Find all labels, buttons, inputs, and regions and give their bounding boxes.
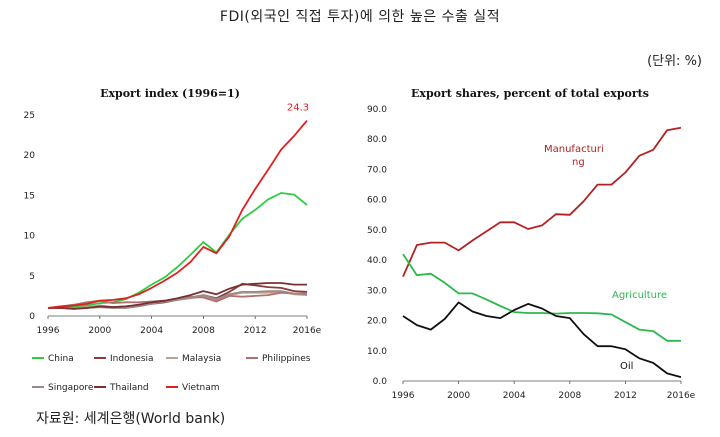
y-tick-label: 0.0 bbox=[373, 377, 388, 387]
series-label-manufacturing: ng bbox=[572, 157, 585, 168]
x-tick-label: 2012 bbox=[614, 391, 637, 401]
y-tick-label: 70.0 bbox=[367, 165, 387, 175]
y-tick-label: 5 bbox=[29, 272, 35, 282]
series-label-manufacturing: Manufacturi bbox=[544, 144, 604, 155]
left-chart-axes: 0 5 10 15 20 25 1996 2000 2004 2008 2012 2016e bbox=[24, 111, 322, 336]
y-tick-label: 10.0 bbox=[367, 347, 387, 357]
x-tick-label: 2016e bbox=[667, 391, 696, 401]
series-label-agriculture: Agriculture bbox=[612, 290, 667, 301]
left-chart-legend: China Indonesia Malaysia Philippines Singapo… bbox=[32, 354, 311, 393]
series-line-vietnam bbox=[47, 120, 308, 309]
x-tick-label: 1996 bbox=[37, 326, 60, 336]
left-chart-series: 24.3 bbox=[47, 103, 309, 310]
y-tick-label: 60.0 bbox=[367, 196, 387, 206]
series-line-thailand bbox=[48, 282, 307, 310]
y-tick-label: 15 bbox=[24, 191, 35, 201]
right-chart-title: Export shares, percent of total exports bbox=[411, 87, 649, 100]
y-tick-label: 80.0 bbox=[367, 135, 387, 145]
y-tick-label: 50.0 bbox=[367, 226, 387, 236]
value-annotation: 24.3 bbox=[287, 103, 309, 114]
legend-label-thailand: Thailand bbox=[109, 383, 149, 393]
series-line-oil bbox=[402, 301, 682, 378]
x-tick-label: 2008 bbox=[558, 391, 581, 401]
y-tick-label: 0 bbox=[29, 312, 35, 322]
y-tick-label: 20 bbox=[24, 151, 36, 161]
series-line-china bbox=[47, 192, 308, 309]
legend-label-indonesia: Indonesia bbox=[110, 354, 154, 364]
y-tick-label: 40.0 bbox=[367, 256, 387, 266]
unit-note: (단위: %) bbox=[647, 54, 702, 69]
legend-label-malaysia: Malaysia bbox=[182, 354, 221, 364]
y-tick-label: 30.0 bbox=[367, 286, 387, 296]
x-tick-label: 2000 bbox=[447, 391, 470, 401]
right-chart-axes: 0.0 10.0 20.0 30.0 40.0 50.0 60.0 70.0 80.0 90.0 1… bbox=[367, 105, 696, 401]
right-chart-series: Manufacturi ng Agriculture Oil bbox=[402, 126, 682, 378]
y-tick-label: 20.0 bbox=[367, 317, 387, 327]
x-tick-label: 2012 bbox=[244, 326, 267, 336]
x-tick-label: 2004 bbox=[503, 391, 526, 401]
y-tick-label: 90.0 bbox=[367, 105, 387, 115]
y-tick-label: 25 bbox=[24, 111, 35, 121]
y-tick-label: 10 bbox=[24, 232, 36, 242]
legend-label-philippines: Philippines bbox=[262, 354, 311, 364]
source-note: 자료원: 세계은행(World bank) bbox=[36, 411, 226, 427]
series-line-agriculture bbox=[402, 253, 681, 342]
x-tick-label: 2008 bbox=[192, 326, 215, 336]
legend-label-singapore: Singapore bbox=[48, 383, 94, 393]
legend-label-vietnam: Vietnam bbox=[182, 383, 220, 393]
left-chart-title: Export index (1996=1) bbox=[100, 87, 240, 100]
x-tick-label: 2004 bbox=[140, 326, 163, 336]
x-tick-label: 1996 bbox=[392, 391, 415, 401]
x-tick-label: 2000 bbox=[88, 326, 111, 336]
series-line-manufacturing bbox=[402, 126, 682, 278]
legend-label-china: China bbox=[48, 354, 74, 364]
series-label-oil: Oil bbox=[620, 361, 633, 372]
x-tick-label: 2016e bbox=[293, 326, 322, 336]
page-title: FDI(외국인 직접 투자)에 의한 높은 수출 실적 bbox=[219, 9, 501, 25]
